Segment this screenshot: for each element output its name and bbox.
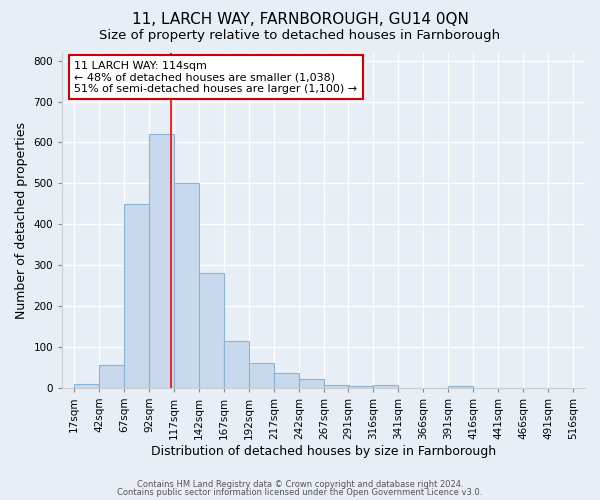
Bar — [299, 379, 324, 388]
Bar — [124, 204, 149, 388]
Bar — [249, 364, 274, 388]
Bar — [74, 384, 99, 388]
Text: 11 LARCH WAY: 114sqm
← 48% of detached houses are smaller (1,038)
51% of semi-de: 11 LARCH WAY: 114sqm ← 48% of detached h… — [74, 60, 358, 94]
Y-axis label: Number of detached properties: Number of detached properties — [15, 122, 28, 318]
X-axis label: Distribution of detached houses by size in Farnborough: Distribution of detached houses by size … — [151, 444, 496, 458]
Text: Contains public sector information licensed under the Open Government Licence v3: Contains public sector information licen… — [118, 488, 482, 497]
Text: Contains HM Land Registry data © Crown copyright and database right 2024.: Contains HM Land Registry data © Crown c… — [137, 480, 463, 489]
Bar — [224, 341, 249, 388]
Bar — [274, 374, 299, 388]
Bar — [373, 385, 398, 388]
Bar — [149, 134, 174, 388]
Text: Size of property relative to detached houses in Farnborough: Size of property relative to detached ho… — [100, 29, 500, 42]
Text: 11, LARCH WAY, FARNBOROUGH, GU14 0QN: 11, LARCH WAY, FARNBOROUGH, GU14 0QN — [131, 12, 469, 28]
Bar — [199, 274, 224, 388]
Bar — [348, 386, 373, 388]
Bar — [324, 384, 349, 388]
Bar — [448, 386, 473, 388]
Bar — [174, 184, 199, 388]
Bar — [99, 366, 124, 388]
